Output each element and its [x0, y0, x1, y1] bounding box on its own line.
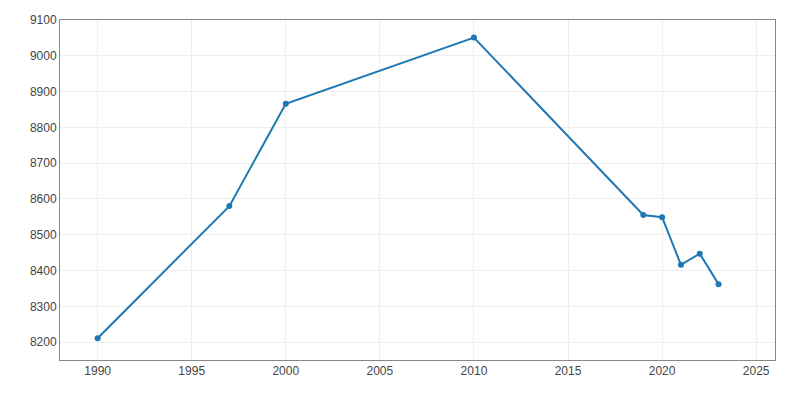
svg-text:1995: 1995: [178, 364, 205, 378]
svg-text:2020: 2020: [649, 364, 676, 378]
svg-text:2005: 2005: [367, 364, 394, 378]
svg-text:9100: 9100: [30, 13, 57, 27]
svg-text:8700: 8700: [30, 156, 57, 170]
svg-text:8800: 8800: [30, 121, 57, 135]
svg-text:8500: 8500: [30, 228, 57, 242]
svg-text:8900: 8900: [30, 85, 57, 99]
svg-text:9000: 9000: [30, 49, 57, 63]
svg-text:2025: 2025: [743, 364, 770, 378]
svg-text:2000: 2000: [272, 364, 299, 378]
svg-text:8400: 8400: [30, 264, 57, 278]
svg-text:8600: 8600: [30, 192, 57, 206]
svg-text:1990: 1990: [84, 364, 111, 378]
svg-text:2015: 2015: [555, 364, 582, 378]
svg-text:8300: 8300: [30, 300, 57, 314]
svg-text:2010: 2010: [461, 364, 488, 378]
svg-text:8200: 8200: [30, 335, 57, 349]
